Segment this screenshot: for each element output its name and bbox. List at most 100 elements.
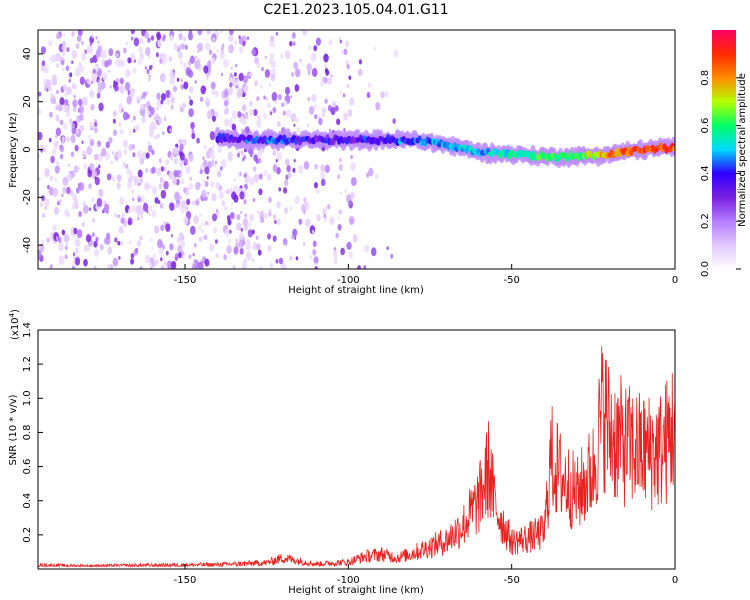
heatmap-cell bbox=[183, 187, 187, 194]
heatmap-cell bbox=[248, 72, 251, 77]
heatmap-cell bbox=[73, 227, 78, 235]
heatmap-cell bbox=[170, 173, 174, 179]
heatmap-cell bbox=[163, 114, 167, 119]
heatmap-cell bbox=[98, 164, 101, 169]
heatmap-cell bbox=[56, 32, 61, 40]
heatmap-cell bbox=[306, 63, 312, 73]
heatmap-cell bbox=[197, 42, 203, 52]
heatmap-cell bbox=[131, 205, 136, 213]
heatmap-cell bbox=[89, 121, 94, 129]
heatmap-cell bbox=[165, 159, 170, 166]
heatmap-cell bbox=[276, 121, 281, 128]
heatmap-cell bbox=[349, 97, 355, 107]
heatmap-cell bbox=[145, 152, 150, 159]
heatmap-cell bbox=[170, 233, 174, 238]
heatmap-cell bbox=[50, 155, 55, 164]
heatmap-cell bbox=[178, 51, 183, 58]
heatmap-cell bbox=[281, 102, 285, 108]
heatmap-cell bbox=[89, 138, 92, 142]
heatmap-cell bbox=[268, 211, 272, 217]
heatmap-cell bbox=[313, 45, 318, 52]
heatmap-cell bbox=[258, 173, 263, 180]
heatmap-cell bbox=[39, 243, 45, 252]
heatmap-cell bbox=[178, 232, 185, 242]
heatmap-cell bbox=[223, 190, 226, 194]
heatmap-cell bbox=[89, 89, 95, 99]
heatmap-cell bbox=[139, 52, 145, 60]
heatmap-cell bbox=[188, 183, 193, 191]
heatmap-cell bbox=[44, 198, 50, 208]
heatmap-cell bbox=[303, 160, 310, 170]
heatmap-cell bbox=[128, 143, 133, 152]
heatmap-cell bbox=[105, 141, 110, 149]
heatmap-cell bbox=[102, 72, 108, 81]
heatmap-cell bbox=[192, 261, 195, 265]
heatmap-cell bbox=[175, 202, 180, 209]
heatmap-cell bbox=[330, 74, 333, 78]
heatmap-cell bbox=[301, 30, 308, 36]
y-tick-label: 1.2 bbox=[22, 356, 33, 372]
heatmap-cell bbox=[65, 242, 68, 247]
heatmap-cell bbox=[202, 156, 205, 160]
heatmap-cell bbox=[212, 226, 217, 234]
heatmap-cell bbox=[256, 114, 261, 122]
heatmap-cell bbox=[211, 57, 216, 65]
heatmap-cell bbox=[323, 216, 327, 222]
spectrogram-heatmap bbox=[38, 30, 675, 269]
colorbar-tick-label: 0.8 bbox=[700, 70, 711, 86]
svg-text:(x104): (x104) bbox=[8, 309, 21, 340]
y-tick-label: 1.0 bbox=[22, 390, 33, 406]
heatmap-cell bbox=[315, 37, 322, 46]
heatmap-cell bbox=[66, 136, 71, 143]
heatmap-cell bbox=[79, 124, 85, 133]
heatmap-cell bbox=[365, 172, 370, 178]
heatmap-cell bbox=[282, 110, 286, 116]
heatmap-cell bbox=[344, 188, 347, 193]
heatmap-cell bbox=[349, 191, 355, 200]
snr-x-label: Height of straight line (km) bbox=[288, 585, 424, 596]
heatmap-cell bbox=[228, 119, 233, 127]
heatmap-cell bbox=[101, 49, 107, 59]
heatmap-cell bbox=[211, 149, 215, 154]
heatmap-cell bbox=[189, 99, 194, 106]
heatmap-cell bbox=[268, 83, 271, 87]
heatmap-cell bbox=[333, 249, 338, 257]
heatmap-cell bbox=[128, 130, 132, 135]
heatmap-cell bbox=[287, 171, 292, 179]
heatmap-cell bbox=[150, 238, 153, 242]
heatmap-cell bbox=[71, 60, 74, 64]
heatmap-cell bbox=[207, 191, 210, 195]
heatmap-cell bbox=[343, 48, 348, 55]
heatmap-cell bbox=[307, 96, 311, 102]
spectrogram-y-axis: -40 -20 0 20 40 bbox=[22, 48, 43, 253]
heatmap-cell bbox=[202, 222, 205, 227]
heatmap-cell bbox=[265, 97, 268, 101]
heatmap-cell bbox=[130, 52, 136, 62]
colorbar: 0.0 0.2 0.4 0.6 0.8 Normalized spectral ampl… bbox=[700, 30, 748, 277]
heatmap-cell bbox=[345, 40, 350, 48]
heatmap-cell bbox=[41, 239, 44, 244]
heatmap-cell bbox=[77, 30, 83, 37]
heatmap-cell bbox=[283, 242, 286, 246]
heatmap-cell bbox=[334, 105, 339, 112]
heatmap-cell bbox=[197, 30, 203, 36]
heatmap-cell bbox=[224, 90, 229, 98]
multiplier-suffix: ) bbox=[10, 309, 21, 313]
x-tick-label: -150 bbox=[174, 275, 197, 286]
heatmap-cell bbox=[258, 157, 262, 164]
heatmap-cell bbox=[202, 179, 206, 184]
heatmap-cell bbox=[94, 127, 98, 134]
heatmap-cell bbox=[70, 170, 76, 178]
heatmap-cell bbox=[38, 177, 41, 181]
heatmap-cell bbox=[126, 95, 132, 105]
heatmap-cell bbox=[68, 78, 72, 83]
heatmap-cell bbox=[214, 160, 218, 165]
snr-series-line bbox=[38, 346, 675, 569]
heatmap-cell bbox=[109, 85, 112, 89]
heatmap-cell bbox=[89, 57, 94, 64]
spectrogram-panel: -150 -100 -50 0 -40 -20 0 20 40 Height of strai… bbox=[8, 29, 678, 296]
heatmap-cell bbox=[154, 225, 160, 234]
heatmap-cell bbox=[181, 240, 186, 248]
heatmap-cell bbox=[263, 170, 268, 177]
heatmap-cell bbox=[48, 56, 52, 62]
